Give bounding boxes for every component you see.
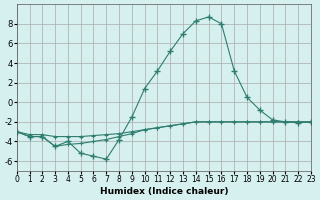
X-axis label: Humidex (Indice chaleur): Humidex (Indice chaleur) — [100, 187, 228, 196]
